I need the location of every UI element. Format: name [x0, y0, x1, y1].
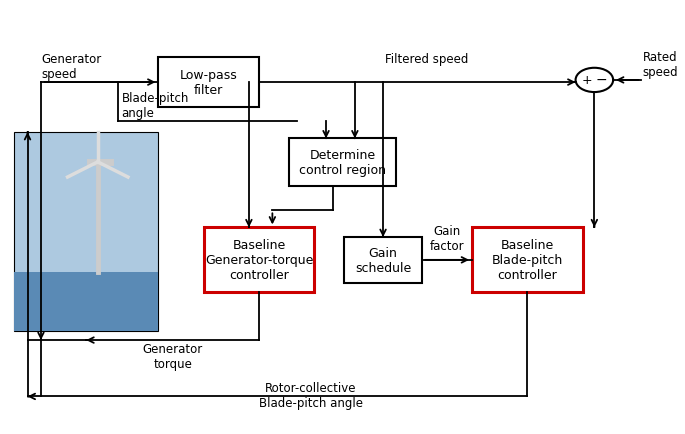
Text: Generator
torque: Generator torque	[142, 342, 203, 370]
Text: Baseline
Blade-pitch
controller: Baseline Blade-pitch controller	[492, 239, 563, 282]
FancyBboxPatch shape	[158, 58, 259, 108]
Text: Determine
control region: Determine control region	[299, 149, 386, 177]
Text: +: +	[581, 74, 592, 87]
Text: Gain
factor: Gain factor	[429, 224, 464, 253]
Circle shape	[575, 69, 613, 93]
Text: Baseline
Generator-torque
controller: Baseline Generator-torque controller	[205, 239, 313, 282]
Text: Blade-pitch angle: Blade-pitch angle	[259, 397, 363, 410]
FancyBboxPatch shape	[345, 237, 422, 283]
Text: Gain
schedule: Gain schedule	[355, 246, 411, 274]
FancyBboxPatch shape	[472, 228, 583, 293]
Text: Blade-pitch
angle: Blade-pitch angle	[121, 92, 189, 120]
Text: Rotor-collective: Rotor-collective	[265, 381, 357, 395]
FancyBboxPatch shape	[289, 139, 397, 187]
Text: Filtered speed: Filtered speed	[385, 53, 469, 66]
FancyBboxPatch shape	[14, 133, 158, 332]
Text: Generator
speed: Generator speed	[41, 53, 101, 81]
Text: −: −	[596, 73, 608, 87]
Text: Rated
speed: Rated speed	[643, 51, 678, 79]
Text: Low-pass
filter: Low-pass filter	[179, 69, 238, 97]
FancyBboxPatch shape	[203, 228, 314, 293]
FancyBboxPatch shape	[14, 272, 158, 332]
